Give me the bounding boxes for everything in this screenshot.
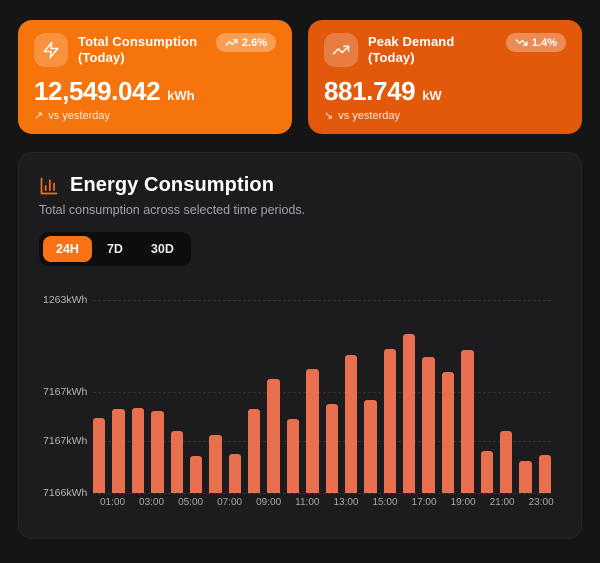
tab-30d[interactable]: 30D bbox=[138, 236, 187, 262]
total-value-row: 12,549.042 kWh bbox=[34, 76, 276, 107]
bar-chart-icon bbox=[39, 176, 59, 196]
x-tick-23:00: 23:00 bbox=[528, 497, 554, 508]
x-tick-17:00: 17:00 bbox=[411, 497, 437, 508]
y-axis-label-2: 7167kWh bbox=[43, 434, 88, 447]
energy-consumption-card: Energy Consumption Total consumption acr… bbox=[18, 152, 582, 539]
chart-title: Energy Consumption bbox=[70, 174, 275, 196]
x-tick-21:00: 21:00 bbox=[489, 497, 515, 508]
total-card-header: Total Consumption (Today) 2.6% bbox=[34, 33, 276, 67]
gridline-2 bbox=[93, 440, 551, 442]
peak-unit: kW bbox=[422, 88, 442, 103]
y-axis-label-1: 7167kWh bbox=[43, 385, 88, 398]
x-tick-19:00: 19:00 bbox=[450, 497, 476, 508]
peak-value-row: 881.749 kW bbox=[324, 76, 566, 107]
peak-card-title: Peak Demand (Today) bbox=[368, 33, 455, 65]
x-tick-01:00: 01:00 bbox=[100, 497, 126, 508]
bar-07:00[interactable] bbox=[228, 454, 241, 493]
bar-03:00[interactable] bbox=[151, 410, 164, 493]
stats-row: Total Consumption (Today) 2.6% 12,549.04… bbox=[18, 20, 582, 134]
bar-23:00[interactable] bbox=[538, 454, 551, 493]
bar-05:00[interactable] bbox=[189, 455, 203, 493]
total-footer: ↗ vs yesterday bbox=[34, 109, 276, 123]
x-tick-03:00: 03:00 bbox=[139, 497, 165, 508]
arrow-up-right-icon: ↗ bbox=[34, 110, 44, 122]
bar-06:00[interactable] bbox=[209, 434, 222, 493]
zap-icon bbox=[34, 33, 68, 67]
total-value: 12,549.042 bbox=[34, 76, 161, 106]
bar-21:00[interactable] bbox=[499, 431, 513, 493]
total-trend-badge: 2.6% bbox=[215, 33, 276, 52]
chart-card-header: Energy Consumption bbox=[39, 174, 561, 197]
y-axis-label-0: 1263kWh bbox=[43, 294, 88, 306]
chart-plot: 1263kWh 7167kWh 7167kWh 7166kWh bbox=[39, 294, 561, 499]
bar-09:00[interactable] bbox=[267, 378, 280, 493]
chart-subtitle: Total consumption across selected time p… bbox=[39, 203, 306, 217]
tab-24h[interactable]: 24H bbox=[43, 236, 92, 262]
chart-area: 1263kWh 7167kWh 7167kWh 7166kWh 01:00 03:00 0… bbox=[39, 294, 561, 508]
trend-up-icon bbox=[225, 36, 238, 49]
bar-14:00[interactable] bbox=[364, 399, 377, 493]
total-card-title: Total Consumption (Today) bbox=[78, 33, 198, 65]
gridline-3 bbox=[93, 493, 551, 494]
arrow-down-right-icon: ↘ bbox=[324, 110, 334, 122]
x-axis-labels: 01:00 03:00 05:00 07:00 09:00 11:00 13:00 15:00… bbox=[93, 497, 554, 508]
gridline-1 bbox=[93, 391, 551, 393]
bar-08:00[interactable] bbox=[248, 409, 261, 493]
bar-18:00[interactable] bbox=[441, 372, 455, 493]
bar-11:00[interactable] bbox=[306, 369, 319, 493]
trending-up-icon bbox=[324, 33, 358, 67]
bar-20:00[interactable] bbox=[480, 450, 493, 493]
bar-16:00[interactable] bbox=[403, 333, 416, 493]
total-consumption-card: Total Consumption (Today) 2.6% 12,549.04… bbox=[18, 20, 292, 134]
bar-04:00[interactable] bbox=[170, 431, 183, 493]
x-tick-09:00: 09:00 bbox=[256, 497, 282, 508]
gridline-0 bbox=[93, 300, 551, 301]
x-tick-15:00: 15:00 bbox=[372, 497, 398, 508]
bar-12:00[interactable] bbox=[325, 404, 338, 493]
bar-00:00[interactable] bbox=[93, 417, 106, 493]
bar-17:00[interactable] bbox=[422, 356, 435, 493]
bar-19:00[interactable] bbox=[461, 350, 474, 493]
peak-demand-card: Peak Demand (Today) 1.4% 881.749 kW ↘ vs… bbox=[308, 20, 582, 134]
bars-container bbox=[93, 300, 551, 493]
peak-footer-label: vs yesterday bbox=[338, 109, 400, 122]
y-axis-label-3: 7166kWh bbox=[43, 487, 88, 499]
total-badge-value: 2.6% bbox=[241, 36, 267, 49]
x-tick-07:00: 07:00 bbox=[217, 497, 243, 508]
bar-13:00[interactable] bbox=[344, 355, 358, 493]
x-tick-13:00: 13:00 bbox=[333, 497, 359, 508]
tab-7d[interactable]: 7D bbox=[94, 236, 136, 262]
peak-trend-badge: 1.4% bbox=[505, 33, 566, 52]
bar-10:00[interactable] bbox=[286, 419, 300, 493]
x-tick-11:00: 11:00 bbox=[295, 497, 320, 508]
peak-card-header: Peak Demand (Today) 1.4% bbox=[324, 33, 566, 67]
bar-02:00[interactable] bbox=[131, 408, 145, 493]
bar-15:00[interactable] bbox=[383, 349, 396, 493]
trend-down-icon bbox=[515, 36, 528, 49]
peak-footer: ↘ vs yesterday bbox=[324, 109, 566, 123]
bar-22:00[interactable] bbox=[519, 460, 532, 493]
peak-badge-value: 1.4% bbox=[531, 36, 557, 49]
x-tick-05:00: 05:00 bbox=[178, 497, 204, 508]
peak-value: 881.749 bbox=[324, 76, 416, 106]
bar-01:00[interactable] bbox=[112, 409, 125, 493]
time-range-tabs: 24H 7D 30D bbox=[39, 232, 191, 266]
total-footer-label: vs yesterday bbox=[48, 109, 110, 122]
total-unit: kWh bbox=[167, 88, 195, 103]
